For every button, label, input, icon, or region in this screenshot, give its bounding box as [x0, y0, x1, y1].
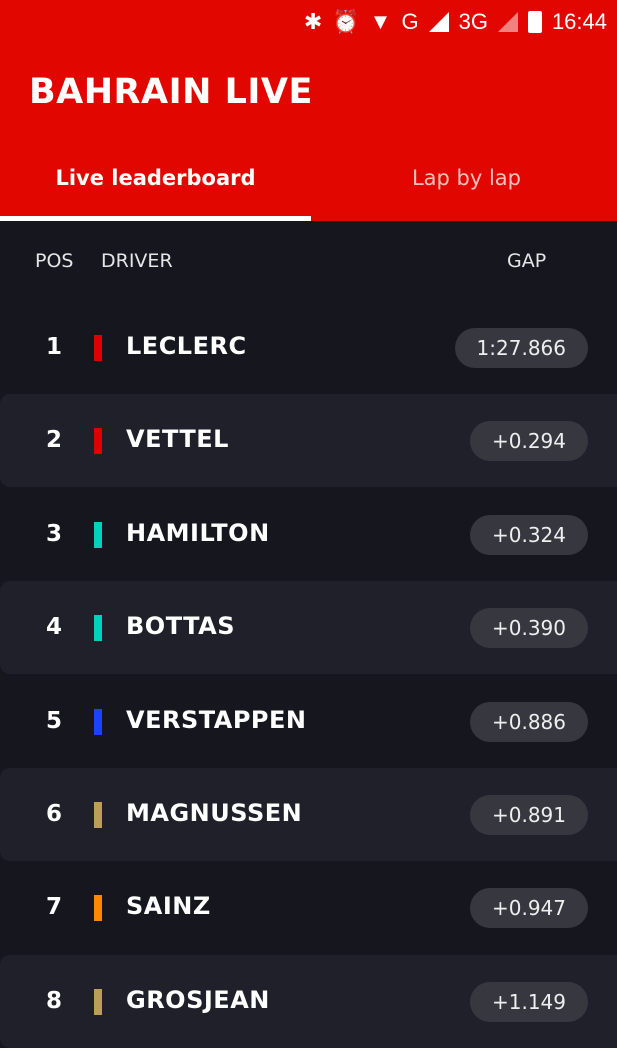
clock: 16:44 [551, 9, 607, 34]
position: 3 [45, 520, 62, 547]
driver-name: HAMILTON [126, 518, 270, 547]
table-row[interactable]: 8 GROSJEAN +1.149 [0, 954, 617, 1048]
alarm-icon: ⏰ [332, 9, 360, 34]
position: 2 [45, 427, 62, 454]
driver-name: SAINZ [126, 892, 211, 921]
position: 1 [45, 334, 62, 360]
driver-name: LECLERC [126, 332, 247, 360]
signal-icon-2 [497, 12, 518, 32]
team-color-bar [94, 708, 102, 735]
signal-icon [428, 12, 449, 32]
table-row[interactable]: 1 LECLERC 1:27.866 [0, 301, 617, 394]
gap-badge: +0.886 [469, 701, 588, 742]
table-row[interactable]: 3 HAMILTON +0.324 [0, 488, 617, 581]
position: 6 [45, 801, 62, 827]
gap-badge: 1:27.866 [454, 328, 588, 368]
team-color-bar [94, 895, 102, 922]
team-color-bar [94, 988, 102, 1015]
bluetooth-icon: ✱ [303, 9, 323, 34]
table-row[interactable]: 6 MAGNUSSEN +0.891 [0, 768, 617, 861]
team-color-bar [94, 615, 102, 642]
team-color-bar [94, 802, 102, 828]
position: 7 [45, 894, 62, 921]
position: 4 [45, 614, 62, 641]
battery-charging-icon [527, 11, 542, 33]
driver-name: VETTEL [126, 425, 229, 454]
team-color-bar [94, 335, 102, 361]
gap-badge: +1.149 [469, 981, 588, 1022]
driver-name: GROSJEAN [126, 985, 270, 1014]
table-row[interactable]: 4 BOTTAS +0.390 [0, 581, 617, 675]
network-type-2: 3G [458, 9, 488, 34]
gap-badge: +0.891 [469, 795, 588, 835]
position: 8 [45, 987, 62, 1014]
network-type-1: G [401, 9, 419, 34]
tab-live-leaderboard[interactable]: Live leaderboard [55, 166, 256, 190]
gap-badge: +0.947 [469, 888, 588, 929]
column-header-pos: POS [35, 250, 74, 272]
gap-badge: +0.294 [469, 421, 588, 462]
team-color-bar [94, 521, 102, 548]
page-title: BAHRAIN LIVE [29, 72, 313, 112]
app-header: BAHRAIN LIVE Live leaderboard Lap by lap [0, 44, 617, 221]
gap-badge: +0.390 [469, 608, 588, 649]
wifi-icon: ▼ [369, 9, 392, 34]
driver-name: BOTTAS [126, 612, 235, 641]
table-row[interactable]: 2 VETTEL +0.294 [0, 394, 617, 488]
column-header-gap: GAP [507, 250, 547, 272]
gap-badge: +0.324 [469, 514, 588, 555]
status-bar: ✱ ⏰ ▼ G 3G 16:44 [0, 0, 617, 44]
table-row[interactable]: 5 VERSTAPPEN +0.886 [0, 675, 617, 768]
column-header-driver: DRIVER [101, 250, 173, 272]
driver-name: VERSTAPPEN [126, 705, 307, 734]
tab-lap-by-lap[interactable]: Lap by lap [411, 166, 522, 190]
driver-name: MAGNUSSEN [126, 799, 303, 827]
active-tab-indicator [0, 216, 311, 221]
position: 5 [45, 707, 62, 734]
team-color-bar [94, 428, 102, 455]
table-row[interactable]: 7 SAINZ +0.947 [0, 861, 617, 954]
